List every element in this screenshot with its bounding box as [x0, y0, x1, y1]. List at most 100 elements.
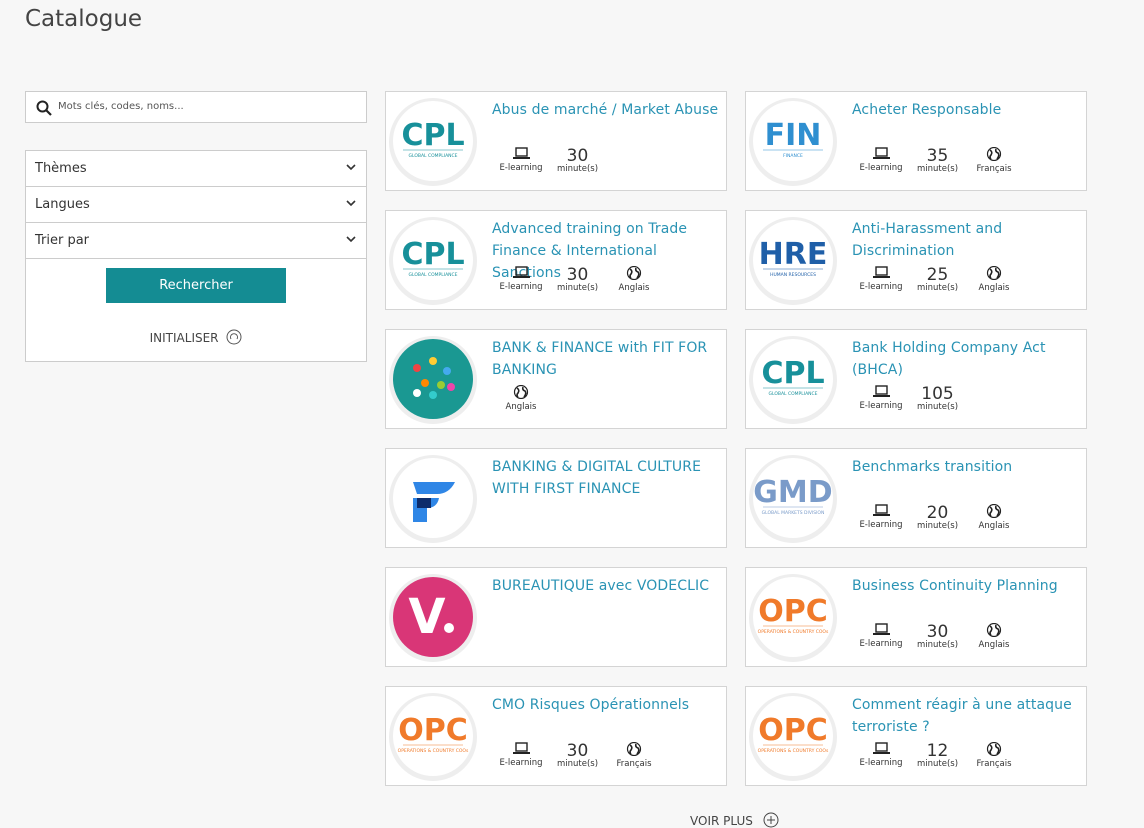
logo-text: CPL — [401, 237, 464, 272]
laptop-icon — [872, 266, 890, 278]
see-more[interactable]: VOIR PLUS — [690, 812, 779, 828]
language-label: Anglais — [618, 283, 650, 293]
duration-unit: minute(s) — [916, 759, 959, 769]
duration: 30 minute(s) — [543, 265, 613, 294]
modality-label: E-learning — [499, 163, 543, 173]
duration-unit: minute(s) — [916, 164, 959, 174]
course-card[interactable]: GMD GLOBAL MARKETS DIVISION Benchmarks tra… — [745, 448, 1087, 548]
globe-icon — [513, 384, 528, 400]
duration: 30 minute(s) — [543, 741, 613, 770]
logo-subtitle: GLOBAL COMPLIANCE — [408, 153, 457, 159]
modality: E-learning — [486, 147, 556, 173]
logo-disc — [753, 101, 833, 181]
logo-coin — [429, 391, 437, 399]
duration: 20 minute(s) — [903, 503, 973, 532]
course-card[interactable]: OPC OPERATIONS & COUNTRY COOs Comment réag… — [745, 686, 1087, 786]
logo-text: CPL — [761, 356, 824, 391]
language: Anglais — [959, 503, 1029, 531]
duration-value: 12 — [926, 741, 949, 761]
language: Anglais — [599, 265, 669, 293]
course-card[interactable]: OPC OPERATIONS & COUNTRY COOs Business Con… — [745, 567, 1087, 667]
modality: E-learning — [846, 385, 916, 411]
filter-label: Langues — [35, 197, 90, 212]
laptop-icon — [512, 147, 530, 159]
logo-text: OPC — [758, 713, 828, 748]
language-label: Français — [976, 164, 1012, 174]
logo-disc — [753, 458, 833, 538]
course-title: Business Continuity Planning — [852, 578, 1058, 594]
course-logo — [389, 455, 477, 543]
course-card[interactable]: CPL GLOBAL COMPLIANCE Bank Holding Company… — [745, 329, 1087, 429]
course-title: Bank Holding Company Act (BHCA) — [852, 340, 1046, 378]
duration-value: 30 — [566, 265, 589, 285]
logo-coin — [443, 367, 451, 375]
search-box[interactable]: Mots clés, codes, noms... — [25, 91, 367, 123]
duration: 30 minute(s) — [543, 148, 613, 175]
filter-row[interactable]: Thèmes — [26, 151, 366, 187]
language-label: Français — [976, 759, 1012, 769]
course-title: BANK & FINANCE with FIT FOR BANKING — [492, 340, 708, 378]
globe-icon — [986, 146, 1001, 162]
modality-label: E-learning — [499, 282, 543, 292]
course-title: BUREAUTIQUE avec VODECLIC — [492, 578, 710, 594]
course-card[interactable]: BANKING & DIGITAL CULTURE WITH FIRST FIN… — [385, 448, 727, 548]
filter-row[interactable]: Langues — [26, 187, 366, 223]
search-button[interactable]: Rechercher — [106, 268, 286, 303]
filter-row[interactable]: Trier par — [26, 223, 366, 259]
course-title: Benchmarks transition — [852, 459, 1013, 475]
reset-button[interactable]: INITIALISER — [26, 329, 366, 345]
globe-icon — [986, 622, 1001, 638]
course-card[interactable]: BANK & FINANCE with FIT FOR BANKING Angla… — [385, 329, 727, 429]
modality-label: E-learning — [859, 163, 903, 173]
course-card[interactable]: FIN FINANCE Acheter Responsable E-learning 3… — [745, 91, 1087, 191]
course-card[interactable]: CPL GLOBAL COMPLIANCE Advanced training on… — [385, 210, 727, 310]
duration-value: 30 — [566, 741, 589, 761]
logo-coin — [421, 379, 429, 387]
course-card[interactable]: V BUREAUTIQUE avec VODECLIC — [385, 567, 727, 667]
logo-subtitle: GLOBAL COMPLIANCE — [408, 272, 457, 278]
duration-unit: minute(s) — [556, 759, 599, 769]
language-label: Anglais — [505, 402, 537, 412]
globe-icon — [986, 741, 1001, 757]
duration-unit: minute(s) — [916, 402, 959, 412]
language: Français — [959, 741, 1029, 769]
language: Anglais — [959, 265, 1029, 293]
duration-value: 30 — [926, 622, 949, 642]
language: Anglais — [486, 384, 556, 412]
globe-icon — [986, 503, 1001, 519]
duration: 12 minute(s) — [903, 741, 973, 770]
logo-text: OPC — [398, 713, 468, 748]
logo-disc — [393, 577, 473, 657]
language: Français — [959, 146, 1029, 174]
page-title: Catalogue — [25, 6, 143, 32]
course-title: Comment réagir à une attaque terroriste … — [852, 697, 1072, 735]
course-card[interactable]: HRE HUMAN RESOURCES Anti-Harassment and Di… — [745, 210, 1087, 310]
logo-disc — [393, 220, 473, 300]
course-title: Abus de marché / Market Abuse — [492, 102, 719, 118]
language-label: Anglais — [978, 521, 1010, 531]
logo-disc — [393, 101, 473, 181]
logo-disc — [753, 220, 833, 300]
logo-disc — [753, 577, 833, 657]
modality: E-learning — [486, 742, 556, 768]
duration: 25 minute(s) — [903, 267, 973, 294]
chevron — [346, 164, 356, 171]
logo-subtitle: GLOBAL MARKETS DIVISION — [762, 510, 825, 516]
logo-text: FIN — [765, 118, 822, 153]
duration-unit: minute(s) — [916, 640, 959, 650]
language: Anglais — [959, 622, 1029, 650]
logo-subtitle: HUMAN RESOURCES — [770, 272, 816, 278]
course-card[interactable]: CPL GLOBAL COMPLIANCE Abus de marché / Mar… — [385, 91, 727, 191]
see-more-label: VOIR PLUS — [690, 814, 753, 828]
course-title: Acheter Responsable — [852, 102, 1002, 118]
course-card[interactable]: OPC OPERATIONS & COUNTRY COOs CMO Risques … — [385, 686, 727, 786]
language-label: Français — [616, 759, 652, 769]
duration-value: 20 — [926, 503, 949, 523]
logo-disc — [393, 696, 473, 776]
logo-coin — [437, 381, 445, 389]
duration: 105 minute(s) — [903, 386, 973, 413]
laptop-icon — [512, 742, 530, 754]
